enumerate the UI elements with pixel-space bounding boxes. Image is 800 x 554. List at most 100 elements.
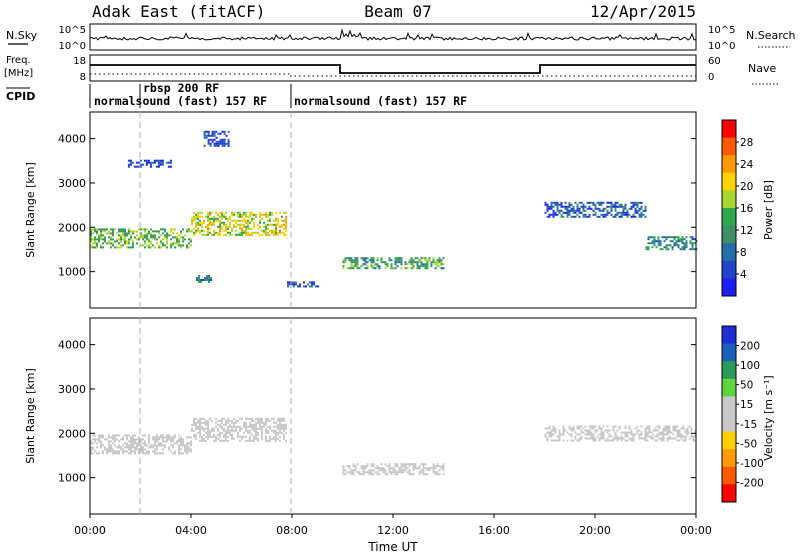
echo-region-2 <box>342 463 445 476</box>
power-panel-frame <box>89 111 697 309</box>
echo-region-1 <box>191 211 287 236</box>
colorbar-swatch <box>722 396 736 415</box>
echo-region-3 <box>544 425 697 442</box>
date-title: 12/Apr/2015 <box>590 2 696 21</box>
colorbar-swatch <box>722 414 736 433</box>
colorbar-swatch <box>722 361 736 380</box>
station-title: Adak East (fitACF) <box>92 2 265 21</box>
colorbar-swatch <box>722 190 736 209</box>
colorbar-tick-label: 15 <box>740 399 753 411</box>
colorbar-swatch <box>722 449 736 468</box>
velocity-echo-layer <box>90 417 697 476</box>
x-axis-label: Time UT <box>367 540 418 554</box>
x-tick-label: 00:00 <box>680 524 712 537</box>
colorbar-tick-label: 24 <box>740 159 754 171</box>
freq-unit-label: [MHz] <box>4 68 33 79</box>
echo-region-0 <box>90 228 192 249</box>
colorbar-swatch <box>722 137 736 156</box>
x-tick-label: 16:00 <box>478 524 510 537</box>
noise-panel <box>89 23 697 51</box>
velocity-panel-frame <box>89 317 697 515</box>
y-tick-label: 2000 <box>58 221 86 234</box>
colorbar-swatch <box>722 260 736 279</box>
colorbar-tick-label: 8 <box>740 247 747 259</box>
x-tick-label: 12:00 <box>377 524 409 537</box>
colorbar-tick-label: 50 <box>740 380 753 392</box>
noise-right-tick-top: 10^5 <box>708 25 735 36</box>
y-tick-label: 1000 <box>58 266 86 279</box>
power-echo-layer <box>90 130 698 288</box>
y-tick-label: 2000 <box>58 427 86 440</box>
nave-tick-top: 60 <box>708 56 721 67</box>
x-axis: 00:00 04:00 08:00 12:00 16:00 20:00 00:00 <box>74 514 712 537</box>
colorbar-swatch <box>722 243 736 262</box>
colorbar-tick-label: 20 <box>740 181 753 193</box>
colorbar-swatch <box>722 172 736 191</box>
echo-region-7 <box>544 201 647 218</box>
y-tick-label: 4000 <box>58 339 86 352</box>
velocity-y-label: Slant Range [km] <box>24 368 37 464</box>
noise-left-tick-bottom: 10^0 <box>59 41 86 52</box>
nave-tick-bottom: 0 <box>708 72 714 83</box>
colorbar-tick-label: 200 <box>740 341 760 353</box>
colorbar-swatch <box>722 326 736 345</box>
power-colorbar-label: Power [dB] <box>762 180 775 240</box>
echo-region-2 <box>127 159 172 168</box>
cpid-segment-2: rbsp 200 RF <box>143 81 219 95</box>
colorbar-tick-label: 4 <box>740 269 747 281</box>
colorbar-tick-label: 100 <box>740 360 760 372</box>
colorbar-tick-label: 28 <box>740 137 753 149</box>
echo-region-3 <box>203 130 230 147</box>
colorbar-swatch <box>722 225 736 244</box>
colorbar-swatch <box>722 120 736 139</box>
colorbar-tick-label: -50 <box>740 438 757 450</box>
velocity-colorbar: 200 100 50 15 -15 -50 -100 -200 <box>721 325 764 503</box>
colorbar-swatch <box>722 431 736 450</box>
freq-label: Freq. <box>6 55 31 66</box>
colorbar-tick-label: -100 <box>740 458 764 470</box>
freq-panel <box>89 54 697 82</box>
velocity-colorbar-label: Velocity [m s⁻¹] <box>762 375 775 460</box>
power-y-label: Slant Range [km] <box>24 162 37 258</box>
x-tick-label: 00:00 <box>74 524 106 537</box>
colorbar-swatch <box>722 278 736 297</box>
echo-region-8 <box>645 236 698 251</box>
x-tick-label: 20:00 <box>579 524 611 537</box>
colorbar-tick-label: -15 <box>740 419 757 431</box>
colorbar-tick-label: -200 <box>740 477 764 489</box>
colorbar-swatch <box>722 466 736 485</box>
y-tick-label: 4000 <box>58 133 86 146</box>
noise-left-tick-top: 10^5 <box>59 25 86 36</box>
cpid-segment-1: normalsound (fast) 157 RF <box>94 94 267 108</box>
colorbar-frame <box>721 325 737 503</box>
x-tick-label: 04:00 <box>175 524 207 537</box>
colorbar-swatch <box>722 208 736 227</box>
y-tick-label: 3000 <box>58 383 86 396</box>
colorbar-tick-label: 12 <box>740 225 753 237</box>
x-tick-label: 08:00 <box>276 524 308 537</box>
freq-tick-top: 18 <box>73 56 86 67</box>
velocity-y-ticks: 1000 2000 3000 4000 <box>58 339 696 485</box>
echo-region-4 <box>196 275 213 283</box>
echo-region-6 <box>342 257 445 270</box>
y-tick-label: 1000 <box>58 472 86 485</box>
power-colorbar: 28 24 20 16 12 8 4 <box>721 119 754 297</box>
y-tick-label: 3000 <box>58 177 86 190</box>
freq-trace <box>90 64 696 74</box>
cpid-segment-3: normalsound (fast) 157 RF <box>294 94 467 108</box>
echo-region-1 <box>191 417 287 442</box>
power-y-ticks: 1000 2000 3000 4000 <box>58 133 696 279</box>
noise-sky-trace <box>89 28 696 41</box>
colorbar-swatch <box>722 155 736 174</box>
nave-label: Nave <box>748 62 776 75</box>
nsearch-label: N.Search <box>746 29 796 42</box>
colorbar-swatch <box>722 343 736 362</box>
freq-tick-bottom: 8 <box>80 72 86 83</box>
colorbar-swatch <box>722 378 736 397</box>
echo-region-0 <box>90 434 192 455</box>
cpid-label: CPID <box>6 90 35 103</box>
colorbar-tick-label: 16 <box>740 203 754 215</box>
echo-region-5 <box>287 281 319 288</box>
